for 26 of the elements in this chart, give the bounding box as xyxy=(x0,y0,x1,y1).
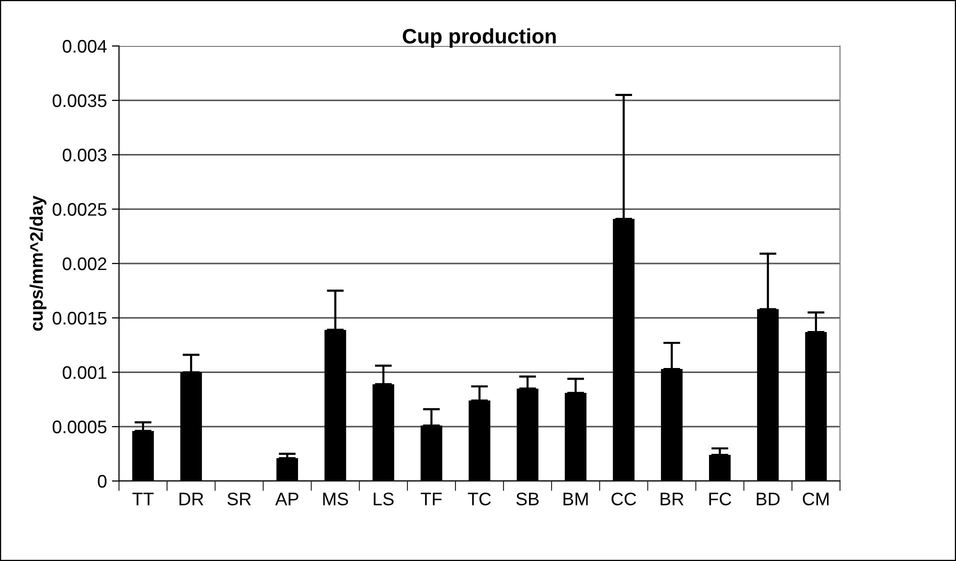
x-tick-label: BM xyxy=(564,492,588,506)
x-tick-label: DR xyxy=(180,492,204,506)
x-tick-label: FC xyxy=(709,492,732,506)
y-axis-title: cups/mm^2/day xyxy=(30,196,46,331)
x-tick-label: LS xyxy=(374,492,394,506)
y-tick-label: 0.0005 xyxy=(52,420,106,434)
y-tick-label: 0.002 xyxy=(62,257,106,270)
y-tick-label: 0.0025 xyxy=(52,203,106,216)
x-tick-label: TT xyxy=(132,492,154,506)
y-tick-label: 0.0015 xyxy=(52,312,106,325)
x-tick-label: CC xyxy=(612,492,636,506)
x-tick-label: TC xyxy=(468,492,491,506)
y-tick-label: 0 xyxy=(98,474,106,488)
x-tick-label: BD xyxy=(756,492,780,506)
x-tick-label: BR xyxy=(660,492,684,506)
x-tick-label: CM xyxy=(802,492,829,506)
x-tick-label: MS xyxy=(323,492,348,506)
y-tick-label: 0.004 xyxy=(62,40,107,53)
y-tick-label: 0.0035 xyxy=(52,94,106,108)
x-tick-label: SR xyxy=(227,492,251,506)
chart-title: Cup production xyxy=(402,28,556,48)
x-tick-label: TF xyxy=(420,492,442,506)
x-tick-label: AP xyxy=(275,492,298,506)
x-tick-label: SB xyxy=(516,492,539,506)
y-tick-label: 0.001 xyxy=(62,366,106,379)
y-tick-label: 0.003 xyxy=(62,148,106,162)
